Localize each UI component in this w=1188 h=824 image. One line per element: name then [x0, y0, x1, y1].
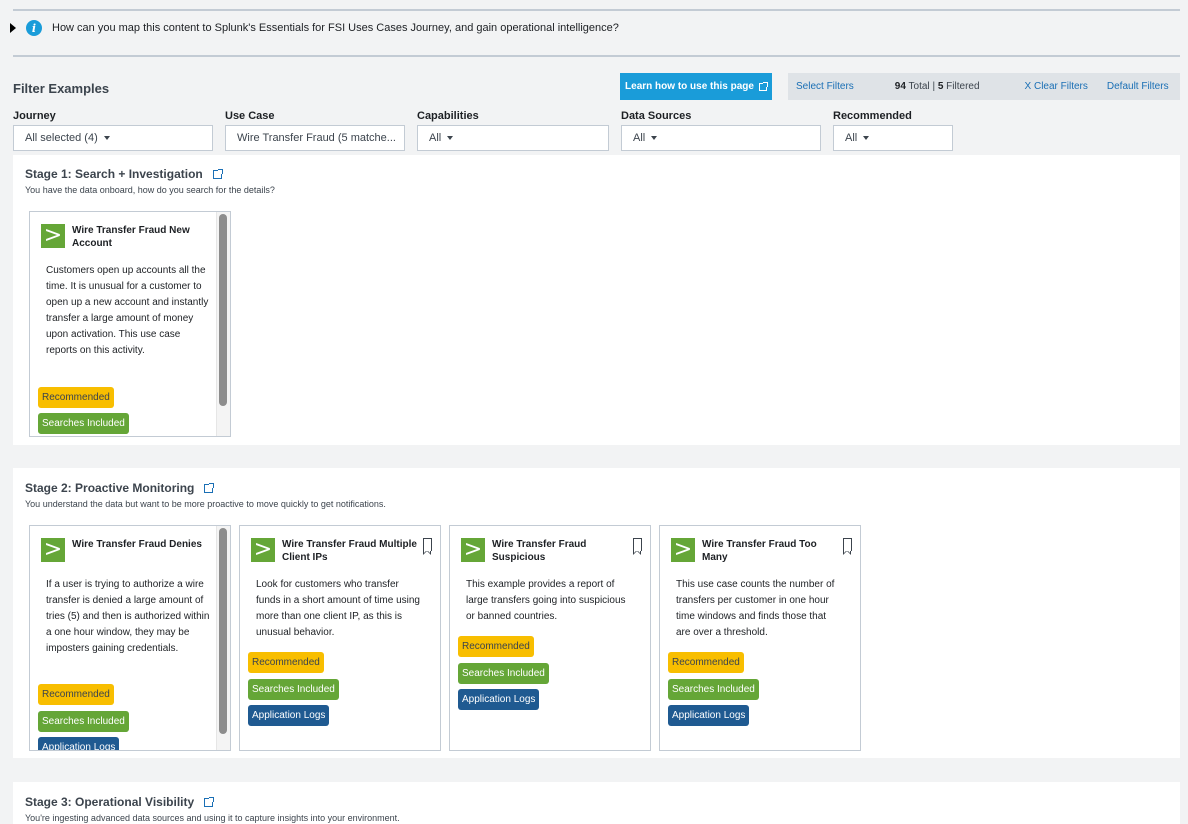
- total-label: Total: [908, 81, 930, 92]
- chevron-right-icon: >: [41, 224, 65, 248]
- chevron-right-icon: >: [671, 538, 695, 562]
- use-case-card[interactable]: > Wire Transfer Fraud Suspicious This ex…: [449, 525, 651, 751]
- recommended-tag: Recommended: [458, 636, 534, 657]
- filter-summary-bar: Select Filters 94 Total | 5 Filtered X C…: [788, 73, 1180, 100]
- select-filters-link[interactable]: Select Filters: [796, 81, 854, 92]
- application-logs-tag: Application Logs: [668, 705, 750, 726]
- searches-included-tag: Searches Included: [458, 663, 549, 684]
- recommended-tag: Recommended: [38, 684, 114, 705]
- searches-included-tag: Searches Included: [38, 711, 129, 732]
- stage-3-panel: Stage 3: Operational Visibility You're i…: [13, 782, 1180, 824]
- card-title: Wire Transfer Fraud New Account: [72, 225, 190, 249]
- chevron-down-icon: [863, 136, 870, 140]
- card-description: Customers open up accounts all the time.…: [46, 265, 209, 356]
- learn-how-button[interactable]: Learn how to use this page: [620, 73, 772, 100]
- stage-2-panel: Stage 2: Proactive Monitoring You unders…: [13, 468, 1180, 758]
- stage-1-title[interactable]: Stage 1: Search + Investigation: [25, 167, 223, 181]
- stage-1-panel: Stage 1: Search + Investigation You have…: [13, 155, 1180, 445]
- external-link-icon[interactable]: [212, 168, 223, 179]
- card-title: Wire Transfer Fraud Multiple Client IPs: [282, 539, 417, 563]
- chevron-right-icon: >: [251, 538, 275, 562]
- data-sources-label: Data Sources: [621, 110, 692, 122]
- capabilities-value: All: [429, 132, 442, 144]
- searches-included-tag: Searches Included: [38, 413, 129, 434]
- recommended-label: Recommended: [833, 110, 912, 122]
- filter-examples-title: Filter Examples: [13, 81, 110, 96]
- card-description: This use case counts the number of trans…: [676, 579, 835, 638]
- external-link-icon: [758, 81, 768, 91]
- filter-count: 94 Total | 5 Filtered: [895, 81, 980, 92]
- recommended-tag: Recommended: [668, 652, 744, 673]
- data-sources-select[interactable]: All: [621, 125, 821, 151]
- chevron-down-icon: [103, 136, 110, 140]
- info-question: How can you map this content to Splunk's…: [52, 22, 619, 34]
- learn-how-label: Learn how to use this page: [625, 81, 754, 92]
- clear-filters-link[interactable]: X Clear Filters: [1024, 81, 1088, 92]
- capabilities-select[interactable]: All: [417, 125, 609, 151]
- card-scrollbar[interactable]: [216, 212, 230, 436]
- stage-2-subtitle: You understand the data but want to be m…: [25, 499, 386, 509]
- card-description: Look for customers who transfer funds in…: [256, 579, 420, 638]
- searches-included-tag: Searches Included: [668, 679, 759, 700]
- external-link-icon[interactable]: [204, 482, 215, 493]
- recommended-tag: Recommended: [38, 387, 114, 408]
- recommended-select[interactable]: All: [833, 125, 953, 151]
- info-icon: i: [26, 20, 42, 36]
- use-case-label: Use Case: [225, 110, 275, 122]
- recommended-tag: Recommended: [248, 652, 324, 673]
- stage-3-title[interactable]: Stage 3: Operational Visibility: [25, 795, 215, 809]
- filtered-count: 5: [937, 81, 944, 92]
- chevron-down-icon: [447, 136, 454, 140]
- searches-included-tag: Searches Included: [248, 679, 339, 700]
- capabilities-label: Capabilities: [417, 110, 479, 122]
- stage-3-subtitle: You're ingesting advanced data sources a…: [25, 813, 400, 823]
- stage-1-subtitle: You have the data onboard, how do you se…: [25, 185, 275, 195]
- use-case-card[interactable]: > Wire Transfer Fraud Denies If a user i…: [29, 525, 231, 751]
- journey-value: All selected (4): [25, 132, 98, 144]
- use-case-card[interactable]: > Wire Transfer Fraud Too Many This use …: [659, 525, 861, 751]
- bookmark-icon[interactable]: [843, 538, 852, 555]
- info-bar[interactable]: i How can you map this content to Splunk…: [10, 17, 619, 39]
- scrollbar-thumb[interactable]: [219, 214, 227, 406]
- filtered-label: Filtered: [946, 81, 980, 92]
- card-title: Wire Transfer Fraud Suspicious: [492, 539, 587, 563]
- chevron-down-icon: [651, 136, 658, 140]
- journey-label: Journey: [13, 110, 56, 122]
- stage-2-title[interactable]: Stage 2: Proactive Monitoring: [25, 481, 215, 495]
- use-case-select[interactable]: Wire Transfer Fraud (5 matche...: [225, 125, 405, 151]
- use-case-card[interactable]: > Wire Transfer Fraud New Account Custom…: [29, 211, 231, 437]
- bookmark-icon[interactable]: [633, 538, 642, 555]
- card-title: Wire Transfer Fraud Too Many: [702, 539, 817, 563]
- info-divider: [13, 55, 1180, 57]
- recommended-value: All: [845, 132, 858, 144]
- card-description: This example provides a report of large …: [466, 579, 626, 622]
- external-link-icon[interactable]: [204, 796, 215, 807]
- stage-2-title-text: Stage 2: Proactive Monitoring: [25, 481, 195, 495]
- chevron-right-icon: >: [41, 538, 65, 562]
- use-case-card[interactable]: > Wire Transfer Fraud Multiple Client IP…: [239, 525, 441, 751]
- application-logs-tag: Application Logs: [38, 737, 120, 750]
- stage-3-title-text: Stage 3: Operational Visibility: [25, 795, 195, 809]
- total-count: 94: [894, 81, 906, 92]
- journey-select[interactable]: All selected (4): [13, 125, 213, 151]
- top-divider: [13, 9, 1180, 11]
- data-sources-value: All: [633, 132, 646, 144]
- card-description: If a user is trying to authorize a wire …: [46, 579, 210, 654]
- application-logs-tag: Application Logs: [458, 689, 540, 710]
- use-case-value: Wire Transfer Fraud (5 matche...: [237, 132, 396, 144]
- stage-1-title-text: Stage 1: Search + Investigation: [25, 167, 203, 181]
- card-scrollbar[interactable]: [216, 526, 230, 750]
- bookmark-icon[interactable]: [423, 538, 432, 555]
- scrollbar-thumb[interactable]: [219, 528, 227, 734]
- card-title: Wire Transfer Fraud Denies: [72, 539, 202, 550]
- application-logs-tag: Application Logs: [248, 705, 330, 726]
- count-separator: |: [932, 81, 936, 92]
- default-filters-link[interactable]: Default Filters: [1106, 81, 1169, 92]
- chevron-right-icon: >: [461, 538, 485, 562]
- expand-caret-icon[interactable]: [10, 23, 16, 33]
